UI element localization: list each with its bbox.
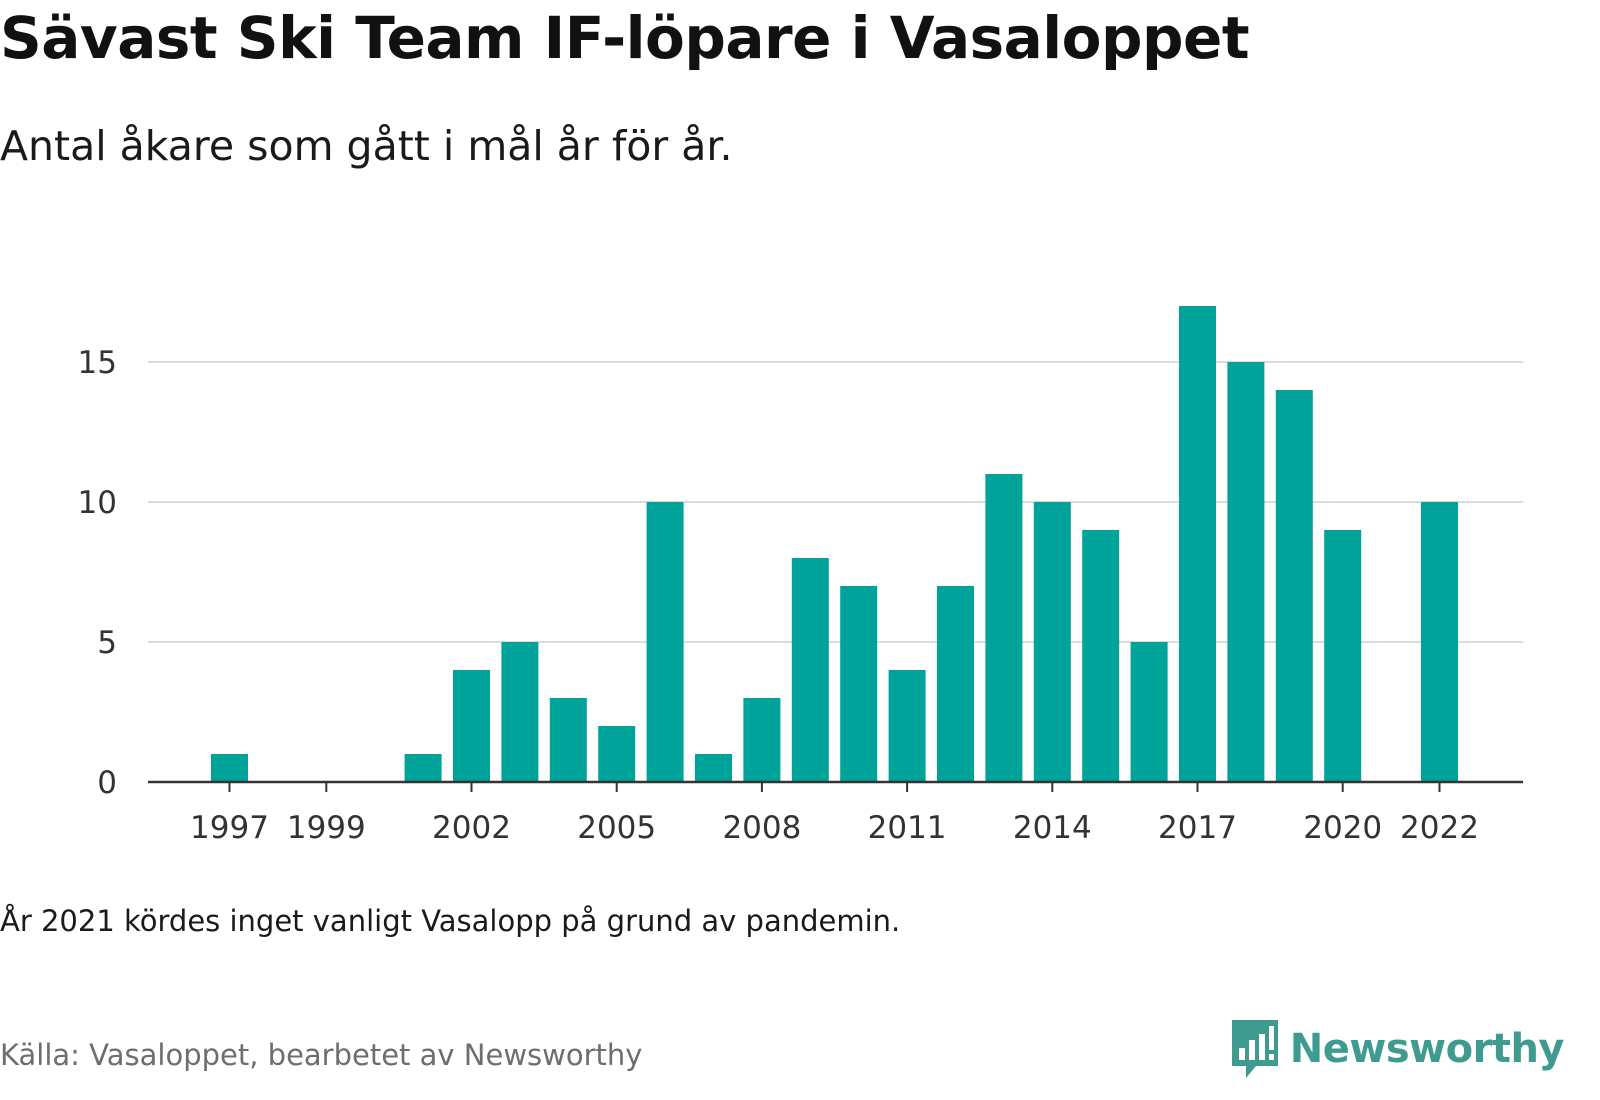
- bar-2012[interactable]: [937, 586, 974, 782]
- y-axis-tick-labels: 0 5 10 15: [78, 345, 117, 801]
- chart-title: Sävast Ski Team IF-löpare i Vasaloppet: [0, 4, 1250, 72]
- bar-2018[interactable]: [1227, 362, 1265, 782]
- bar-2010[interactable]: [840, 586, 878, 782]
- bar-2015[interactable]: [1082, 530, 1120, 782]
- y-tick-label: 5: [97, 625, 117, 661]
- gridlines: [148, 361, 1523, 643]
- bar-2020[interactable]: [1324, 530, 1362, 782]
- y-tick-label: 15: [78, 345, 117, 381]
- bar-2006[interactable]: [646, 502, 684, 782]
- bar-2019[interactable]: [1275, 390, 1313, 782]
- bar-2011[interactable]: [888, 670, 926, 782]
- bar-2001[interactable]: [404, 754, 442, 782]
- bar-2008[interactable]: [743, 698, 781, 782]
- bar-2013[interactable]: [985, 474, 1023, 782]
- bar-chart: 0 5 10 15 1997 1999 2002 2005 2008 2011 2014 2017 2…: [78, 306, 1523, 846]
- footnote: År 2021 kördes inget vanligt Vasalopp på…: [0, 904, 901, 938]
- bars: [211, 306, 1458, 782]
- x-tick-label: 1999: [287, 810, 366, 846]
- x-tick-label: 2014: [1013, 810, 1092, 846]
- x-tick-label: 2011: [868, 810, 947, 846]
- bar-2016[interactable]: [1130, 642, 1168, 782]
- bar-2003[interactable]: [501, 642, 539, 782]
- x-tick-label: 2022: [1400, 810, 1479, 846]
- source-credit: Källa: Vasaloppet, bearbetet av Newswort…: [0, 1038, 643, 1072]
- bar-2009[interactable]: [791, 558, 829, 782]
- bar-chart-speech-icon: [1231, 1020, 1278, 1078]
- bar-2002[interactable]: [453, 670, 490, 782]
- chart-subtitle: Antal åkare som gått i mål år för år.: [0, 122, 733, 170]
- brand-name: Newsworthy: [1289, 1026, 1565, 1072]
- x-tick-label: 2005: [577, 810, 656, 846]
- x-tick-label: 2002: [432, 810, 511, 846]
- y-tick-label: 0: [97, 765, 117, 801]
- x-tick-label: 1997: [190, 810, 269, 846]
- bar-1997[interactable]: [211, 754, 248, 782]
- y-tick-label: 10: [78, 485, 117, 521]
- bar-2022[interactable]: [1421, 502, 1458, 782]
- bar-2004[interactable]: [549, 698, 587, 782]
- x-axis-tick-labels: 1997 1999 2002 2005 2008 2011 2014 2017 2020 2022: [190, 810, 1479, 846]
- bar-2017[interactable]: [1179, 306, 1216, 782]
- x-tick-label: 2020: [1303, 810, 1382, 846]
- bar-2007[interactable]: [695, 754, 732, 782]
- bar-2005[interactable]: [598, 726, 636, 782]
- brand-logo[interactable]: Newsworthy: [1230, 1018, 1565, 1080]
- x-tick-label: 2017: [1158, 810, 1237, 846]
- bar-2014[interactable]: [1033, 502, 1071, 782]
- x-axis: [148, 780, 1523, 792]
- x-tick-label: 2008: [722, 810, 801, 846]
